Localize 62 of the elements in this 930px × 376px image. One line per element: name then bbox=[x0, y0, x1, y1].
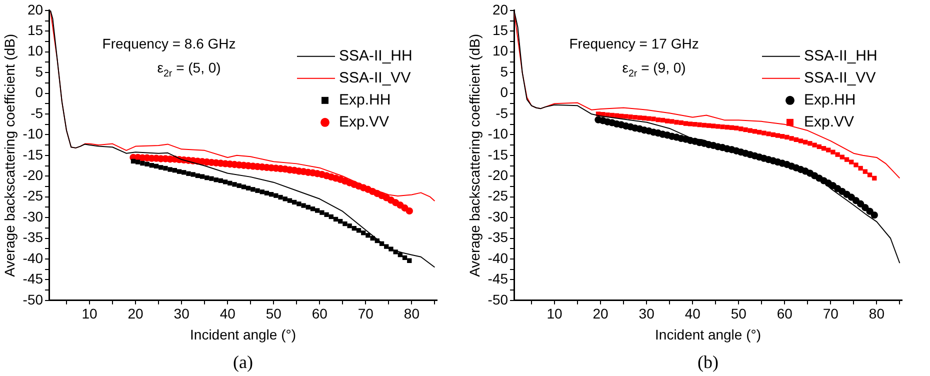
x-tick-label: 50 bbox=[266, 306, 282, 322]
legend-label: Exp.HH bbox=[804, 92, 856, 109]
y-tick-label: -25 bbox=[488, 188, 508, 204]
legend-label: Exp.VV bbox=[804, 114, 854, 131]
x-tick-label: 40 bbox=[684, 306, 701, 322]
y-tick-label: -20 bbox=[488, 166, 508, 183]
y-axis-title: Average backscattering coefficient (dB) bbox=[466, 34, 482, 277]
x-axis-title: Incident angle (°) bbox=[190, 326, 296, 342]
y-tick-label: 10 bbox=[27, 42, 44, 59]
y-tick-label: -50 bbox=[488, 291, 508, 308]
text: (b) bbox=[698, 352, 719, 372]
y-tick-label: 15 bbox=[492, 22, 508, 38]
x-axis-title: Incident angle (°) bbox=[655, 326, 762, 342]
x-tick-label: 10 bbox=[82, 306, 98, 322]
y-tick-label: -30 bbox=[488, 208, 508, 224]
y-tick-label: -50 bbox=[22, 291, 44, 308]
y-tick-label: 0 bbox=[35, 84, 44, 100]
legend-label: Exp.HH bbox=[339, 92, 391, 109]
x-tick-label: 10 bbox=[546, 306, 563, 322]
y-tick-label: -10 bbox=[22, 126, 44, 142]
y-tick-label: -40 bbox=[488, 250, 508, 266]
x-tick-label: 40 bbox=[220, 306, 236, 322]
x-tick-label: 50 bbox=[730, 306, 747, 322]
x-tick-label: 60 bbox=[776, 306, 793, 322]
y-tick-label: 5 bbox=[500, 63, 508, 80]
legend-label: SSA-II_HH bbox=[804, 48, 878, 65]
legend-label: Exp.VV bbox=[339, 114, 390, 131]
annotation: Frequency = 8.6 GHz bbox=[102, 35, 236, 52]
legend-label: SSA-II_VV bbox=[339, 70, 411, 87]
y-tick-label: -45 bbox=[22, 270, 44, 287]
y-tick-label: -40 bbox=[22, 250, 44, 266]
y-tick-label: -15 bbox=[22, 146, 44, 162]
y-tick-label: -10 bbox=[488, 126, 508, 142]
x-tick-label: 80 bbox=[868, 306, 885, 322]
x-tick-label: 70 bbox=[358, 306, 374, 322]
x-tick-label: 30 bbox=[638, 306, 655, 322]
y-tick-label: -25 bbox=[22, 188, 44, 204]
y-tick-label: -45 bbox=[488, 270, 508, 287]
y-tick-label: 5 bbox=[35, 63, 44, 80]
y-tick-label: 10 bbox=[492, 42, 508, 59]
y-tick-label: -5 bbox=[30, 104, 44, 121]
legend-label: SSA-II_HH bbox=[339, 48, 412, 65]
y-tick-label: 0 bbox=[500, 84, 508, 100]
x-tick-label: 20 bbox=[128, 306, 144, 322]
y-tick-label: -15 bbox=[488, 146, 508, 162]
legend-label: SSA-II_VV bbox=[804, 70, 876, 87]
x-tick-label: 70 bbox=[822, 306, 839, 322]
y-tick-label: -5 bbox=[496, 104, 508, 121]
y-tick-label: -30 bbox=[22, 208, 44, 224]
y-tick-label: -20 bbox=[22, 166, 44, 183]
y-tick-label: 20 bbox=[27, 1, 44, 18]
text: (a) bbox=[233, 352, 254, 372]
y-tick-label: -35 bbox=[488, 229, 508, 246]
x-tick-label: 30 bbox=[174, 306, 190, 322]
y-axis-title: Average backscattering coefficient (dB) bbox=[1, 34, 18, 277]
x-tick-label: 20 bbox=[592, 306, 609, 322]
annotation: Frequency = 17 GHz bbox=[569, 35, 699, 52]
y-tick-label: -35 bbox=[22, 229, 44, 246]
y-tick-label: 15 bbox=[27, 22, 44, 38]
y-tick-label: 20 bbox=[492, 1, 508, 18]
x-tick-label: 60 bbox=[312, 306, 328, 322]
x-tick-label: 80 bbox=[404, 306, 420, 322]
